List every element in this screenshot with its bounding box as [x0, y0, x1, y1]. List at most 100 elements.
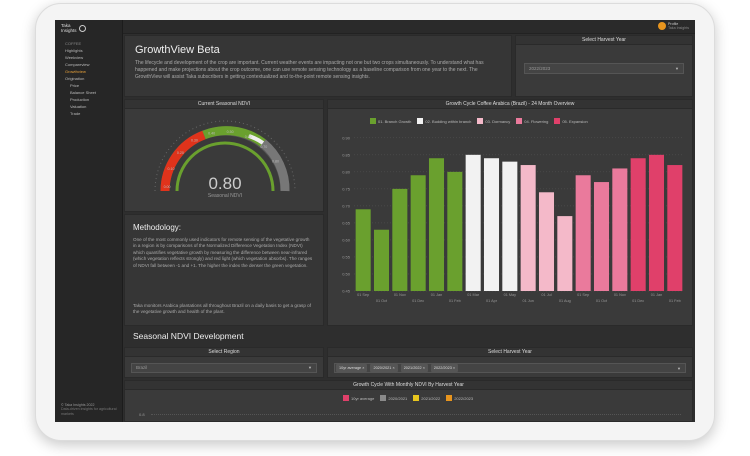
app-logo[interactable]: Taka Insights [61, 23, 86, 33]
close-icon[interactable]: × [361, 366, 365, 370]
legend-label: 02. Budding within branch [425, 118, 472, 124]
x-tick-label: 01 Jun [522, 299, 533, 303]
legend-item[interactable]: 10yr average [343, 395, 374, 401]
legend-item[interactable]: 01. Branch Growth [370, 118, 411, 124]
y-tick-label: 0.90 [342, 135, 351, 140]
sidebar-item-production[interactable]: Production [70, 97, 90, 102]
harvest-chip-label: 2021/2022 [403, 366, 422, 370]
legend-item[interactable]: 2020/2021 [380, 395, 407, 401]
sidebar-item-origination[interactable]: Origination [65, 76, 85, 81]
harvest-multi-title: Select Harvest Year [328, 348, 692, 357]
y-tick-label: 0.50 [342, 271, 351, 276]
app-screen: Taka Insights COFFEE Highlights Weekview Co… [55, 20, 695, 422]
bar-10 [520, 165, 536, 291]
harvest-multi-panel: Select Harvest Year 10yr average × 2020/2… [327, 347, 693, 378]
intro-panel: GrowthView Beta The lifecycle and develo… [124, 35, 512, 97]
sidebar-item-compareview[interactable]: Compareview [65, 62, 90, 67]
monthly-ytick: 0.8 [139, 412, 145, 417]
legend-label: 03. Dormancy [485, 118, 511, 124]
chevron-down-icon: ▼ [308, 365, 312, 370]
x-tick-label: 01 Sep [357, 293, 369, 297]
gauge-value: 0.80 [208, 174, 241, 193]
y-tick-label: 0.75 [342, 186, 351, 191]
harvest-chip-list: 10yr average × 2020/2021 × 2021/2022 × 2022… [336, 364, 459, 372]
sidebar-item-coffee: COFFEE [65, 41, 82, 46]
methodology-panel: Methodology: One of the most commonly us… [124, 214, 324, 326]
top-bar: Profile Taka Insights [123, 20, 695, 34]
bar-8 [483, 158, 500, 291]
legend-item[interactable]: 04. Flowering [516, 118, 548, 124]
monthly-ndvi-panel: Growth Cycle With Monthly NDVI By Harves… [124, 380, 693, 422]
growth-cycle-bar-chart: 0.90 0.85 0.80 0.75 0.70 0.65 0.60 0.55 0.50 0.45… [342, 135, 684, 303]
legend-item[interactable]: 2022/2023 [446, 395, 473, 401]
logo-text: Taka [61, 23, 71, 28]
sidebar-item-trade[interactable]: Trade [70, 111, 81, 116]
harvest-year-select[interactable]: 2022/2023 ▼ [524, 63, 684, 74]
region-title: Select Region [125, 348, 323, 357]
gauge-grey-arc [260, 139, 290, 192]
bar-7 [465, 154, 481, 291]
harvest-chip[interactable]: 2022/2023 × [430, 364, 459, 372]
gauge-title: Current Seasonal NDVI [125, 100, 323, 109]
page-title: GrowthView Beta [135, 44, 220, 56]
legend-item[interactable]: 05. Expansion [554, 118, 588, 124]
sidebar-item-balance-sheet[interactable]: Balance Sheet [70, 90, 97, 95]
legend-label: 10yr average [351, 395, 375, 401]
gauge-inner-arc [175, 141, 275, 192]
x-tick-label: 01 Dec [412, 299, 424, 303]
legend-swatch [446, 395, 453, 401]
copyright-line-2: Data-driven insights for agricultural ma… [61, 407, 117, 416]
bar-18 [667, 165, 683, 291]
legend-swatch [417, 118, 424, 124]
copyright-line-1: © Taka Insights 2022 [61, 402, 95, 407]
legend-item[interactable]: 03. Dormancy [477, 118, 510, 124]
y-tick-label: 0.80 [342, 169, 351, 174]
legend-item[interactable]: 02. Budding within branch [417, 118, 471, 124]
gauge-tick-label: 0.00 [164, 185, 171, 189]
intro-text: The lifecycle and development of the cro… [135, 60, 484, 80]
gauge-tick-label: 0.40 [208, 132, 215, 136]
bar-16 [630, 158, 646, 291]
region-select[interactable]: Brazil ▼ [131, 363, 317, 373]
close-icon[interactable]: × [421, 366, 425, 370]
x-tick-label: 01 Oct [376, 299, 388, 303]
sidebar-item-weekview[interactable]: Weekview [65, 55, 84, 60]
x-tick-label: 01 Oct [596, 299, 608, 303]
x-tick-label: 01 Dec [632, 299, 644, 303]
harvest-multi-select[interactable]: 10yr average × 2020/2021 × 2021/2022 × 2022… [334, 363, 686, 373]
gauge-outer-ticks [154, 120, 296, 192]
sidebar-item-growthview[interactable]: Growthview [65, 69, 86, 74]
sidebar-item-highlights[interactable]: Highlights [65, 48, 83, 53]
x-tick-label: 01 Jan [431, 293, 442, 297]
seasonal-section-title: Seasonal NDVI Development [133, 331, 244, 341]
bar-2 [373, 229, 390, 291]
harvest-chip[interactable]: 10yr average × [336, 364, 368, 372]
gauge-caption: Seasonal NDVI [208, 193, 242, 199]
sidebar: Taka Insights COFFEE Highlights Weekview Co… [55, 20, 123, 422]
harvest-chip[interactable]: 2021/2022 × [400, 364, 428, 372]
legend-label: 2020/2021 [388, 395, 408, 401]
legend-item[interactable]: 2021/2022 [413, 395, 440, 401]
x-tick-label: 01 Nov [394, 293, 406, 297]
logo-mark-icon [78, 24, 86, 32]
harvest-chip[interactable]: 2020/2021 × [370, 364, 398, 372]
chevron-down-icon: ▼ [675, 66, 679, 71]
region-panel: Select Region Brazil ▼ [124, 347, 324, 378]
x-tick-label: 01 Jan [651, 293, 662, 297]
gauge-tick-label: 0.10 [167, 167, 174, 171]
bar-3 [392, 188, 408, 291]
chart-title: Growth Cycle Coffee Arabica (Brazil) - 2… [328, 100, 692, 109]
close-icon[interactable]: × [391, 366, 395, 370]
sidebar-item-valuation[interactable]: Valuation [70, 104, 87, 109]
bar-13 [575, 175, 591, 291]
bar-17 [648, 154, 665, 291]
chart-legend: 01. Branch Growth 02. Budding within bran… [370, 118, 588, 124]
close-icon[interactable]: × [451, 366, 456, 370]
harvest-year-value: 2022/2023 [529, 66, 551, 71]
sidebar-item-price[interactable]: Price [70, 83, 80, 88]
user-menu[interactable]: Profile Taka Insights [658, 22, 689, 30]
bar-5 [428, 158, 445, 291]
gauge-tick-label: 0.50 [227, 130, 234, 134]
x-tick-label: 01 Nov [614, 293, 626, 297]
chevron-down-icon: ▼ [677, 366, 681, 371]
